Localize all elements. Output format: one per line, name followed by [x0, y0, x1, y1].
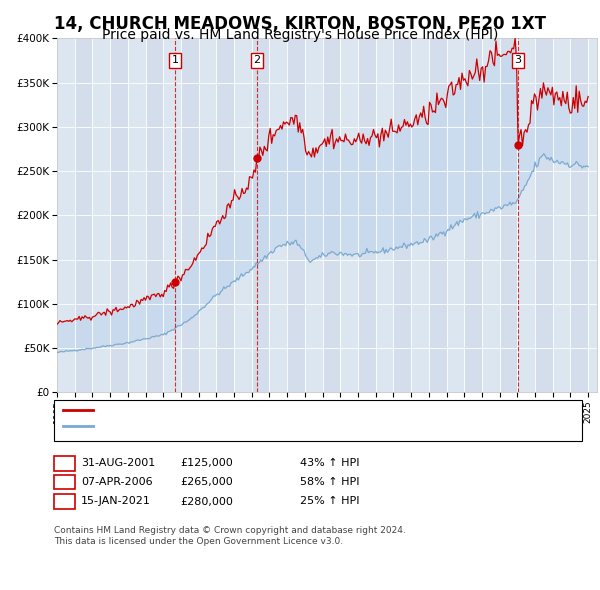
Bar — [110, 38, 128, 392]
Text: £125,000: £125,000 — [180, 458, 233, 468]
Text: 43% ↑ HPI: 43% ↑ HPI — [300, 458, 359, 468]
Text: 58% ↑ HPI: 58% ↑ HPI — [300, 477, 359, 487]
Text: £265,000: £265,000 — [180, 477, 233, 487]
Bar — [571, 38, 588, 392]
Bar — [429, 38, 446, 392]
Bar — [252, 38, 269, 392]
Text: 1: 1 — [61, 458, 68, 468]
Bar — [75, 38, 92, 392]
Text: Price paid vs. HM Land Registry's House Price Index (HPI): Price paid vs. HM Land Registry's House … — [102, 28, 498, 42]
Text: Contains HM Land Registry data © Crown copyright and database right 2024.
This d: Contains HM Land Registry data © Crown c… — [54, 526, 406, 546]
Text: 14, CHURCH MEADOWS, KIRTON, BOSTON, PE20 1XT: 14, CHURCH MEADOWS, KIRTON, BOSTON, PE20… — [54, 15, 546, 33]
Bar — [217, 38, 234, 392]
Bar — [464, 38, 482, 392]
Text: 31-AUG-2001: 31-AUG-2001 — [81, 458, 155, 468]
Bar — [358, 38, 376, 392]
Text: 2: 2 — [253, 55, 260, 65]
Text: 25% ↑ HPI: 25% ↑ HPI — [300, 497, 359, 506]
Bar — [394, 38, 411, 392]
Text: 2: 2 — [61, 477, 68, 487]
Bar — [535, 38, 553, 392]
Bar — [287, 38, 305, 392]
Text: 15-JAN-2021: 15-JAN-2021 — [81, 497, 151, 506]
Text: 3: 3 — [61, 497, 68, 506]
Bar — [181, 38, 199, 392]
Text: 07-APR-2006: 07-APR-2006 — [81, 477, 152, 487]
Text: 1: 1 — [172, 55, 179, 65]
Text: £280,000: £280,000 — [180, 497, 233, 506]
Text: 14, CHURCH MEADOWS, KIRTON, BOSTON, PE20 1XT (detached house): 14, CHURCH MEADOWS, KIRTON, BOSTON, PE20… — [99, 405, 469, 415]
Text: 3: 3 — [515, 55, 521, 65]
Bar — [323, 38, 340, 392]
Bar — [500, 38, 517, 392]
Bar — [146, 38, 163, 392]
Text: HPI: Average price, detached house, Boston: HPI: Average price, detached house, Bost… — [99, 421, 328, 431]
